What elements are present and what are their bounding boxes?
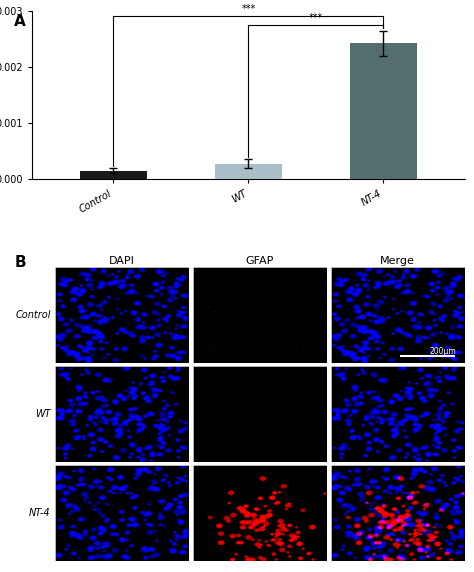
Title: GFAP: GFAP: [246, 256, 274, 266]
Title: DAPI: DAPI: [109, 256, 135, 266]
Text: ***: ***: [241, 3, 255, 14]
Bar: [215, 164, 282, 179]
Text: A: A: [14, 14, 26, 29]
Title: Merge: Merge: [380, 256, 415, 266]
Text: Control: Control: [15, 310, 51, 320]
Bar: [350, 43, 417, 179]
Text: ***: ***: [309, 13, 323, 23]
Text: WT: WT: [35, 409, 51, 419]
Bar: [80, 170, 147, 179]
Text: B: B: [14, 255, 26, 269]
Text: NT-4: NT-4: [29, 507, 51, 518]
Text: 200μm: 200μm: [430, 347, 456, 356]
